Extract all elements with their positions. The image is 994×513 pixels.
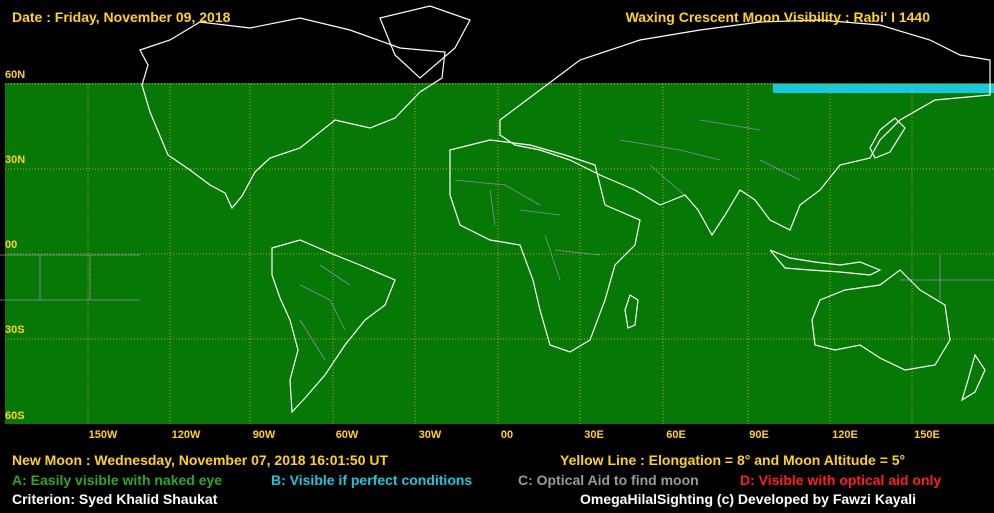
yellow-line-note: Yellow Line : Elongation = 8° and Moon A… <box>560 452 906 468</box>
lat-label-30n: 30N <box>5 154 26 166</box>
lon-label-90w: 90W <box>252 429 276 441</box>
legend-d: D: Visible with optical aid only <box>740 472 942 488</box>
new-moon-label: New Moon : Wednesday, November 07, 2018 … <box>12 452 389 468</box>
legend-c: C: Optical Aid to find moon <box>518 472 699 488</box>
legend-a: A: Easily visible with naked eye <box>12 472 223 488</box>
eurasia-coast <box>499 19 991 237</box>
legend-b: B: Visible if perfect conditions <box>271 472 473 488</box>
lon-label-90e: 90E <box>749 429 769 441</box>
lon-label-120w: 120W <box>171 429 201 441</box>
japan-coast <box>869 117 906 159</box>
lon-label-30w: 30W <box>418 429 442 441</box>
political-borders <box>0 119 994 361</box>
lon-label-150e: 150E <box>914 429 940 441</box>
lon-label-120e: 120E <box>832 429 858 441</box>
madagascar-coast <box>624 294 639 329</box>
lon-label-60e: 60E <box>666 429 686 441</box>
date-label: Date : Friday, November 09, 2018 <box>12 9 231 25</box>
africa-coast <box>449 139 641 353</box>
australia-coast <box>811 269 951 371</box>
criterion-label: Criterion: Syed Khalid Shaukat <box>12 491 218 507</box>
credit-label: OmegaHilalSighting (c) Developed by Fawz… <box>580 491 917 507</box>
map-title: Waxing Crescent Moon Visibility : Rabi' … <box>625 9 930 25</box>
north-america-coast <box>139 17 446 210</box>
lon-label-150w: 150W <box>88 429 118 441</box>
new-zealand-coast <box>960 353 986 402</box>
lat-label-60n: 60N <box>5 69 26 81</box>
lon-label-0: 00 <box>500 429 514 441</box>
lat-label-30s: 30S <box>5 324 25 336</box>
lon-label-60w: 60W <box>335 429 359 441</box>
lat-label-60s: 60S <box>5 410 25 422</box>
indonesia-coast <box>769 249 882 276</box>
visibility-zone-a <box>5 83 994 424</box>
coastlines <box>139 5 991 414</box>
lon-label-30e: 30E <box>584 429 604 441</box>
lat-label-0: 00 <box>5 239 18 251</box>
greenland-coast <box>379 5 471 79</box>
south-america-coast <box>271 239 396 414</box>
visibility-zone-b <box>773 84 994 93</box>
